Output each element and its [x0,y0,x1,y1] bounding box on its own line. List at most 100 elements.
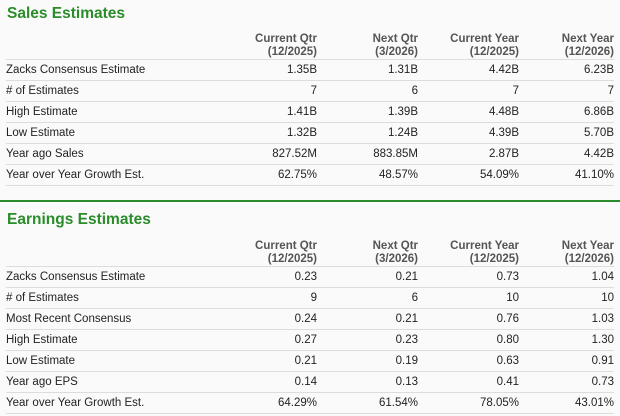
cell-value: 1.41B [217,101,317,123]
table-header-row: Current Qtr (12/2025) Next Qtr (3/2026) Curr… [6,238,614,267]
column-header: Next Qtr (3/2026) [317,238,418,267]
cell-value: 5.70B [519,122,614,144]
cell-value: 1.39B [317,101,418,123]
earnings-estimates-table: Current Qtr (12/2025) Next Qtr (3/2026) Curr… [6,238,614,414]
cell-value: 0.19 [317,350,418,372]
cell-value: 4.42B [519,143,614,165]
table-row: Zacks Consensus Estimate 0.23 0.21 0.73 1.04 [6,266,614,288]
cell-value: 4.42B [418,59,519,81]
cell-value: 0.21 [317,266,418,288]
row-label: Low Estimate [6,350,217,372]
cell-value: 7 [217,80,317,102]
cell-value: 827.52M [217,143,317,165]
row-label: Year ago Sales [6,143,217,165]
cell-value: 1.24B [317,122,418,144]
column-label: Next Year [561,33,614,45]
table-row: High Estimate 1.41B 1.39B 4.48B 6.86B [6,101,614,123]
column-header: Current Year (12/2025) [418,238,519,267]
table-row: Year ago Sales 827.52M 883.85M 2.87B 4.42B [6,143,614,165]
cell-value: 0.21 [217,350,317,372]
table-row: Year over Year Growth Est. 62.75% 48.57% 54… [6,164,614,186]
cell-value: 0.73 [519,371,614,393]
row-label: High Estimate [6,329,217,351]
column-label: Next Qtr [372,33,418,45]
column-period: (12/2026) [564,253,614,265]
column-period: (12/2025) [469,253,519,265]
cell-value: 10 [519,287,614,309]
table-row: # of Estimates 9 6 10 10 [6,287,614,309]
cell-value: 2.87B [418,143,519,165]
column-header: Current Qtr (12/2025) [217,31,317,60]
cell-value: 883.85M [317,143,418,165]
cell-value: 0.24 [217,308,317,330]
row-label: Zacks Consensus Estimate [6,59,217,81]
column-label: Next Qtr [372,240,418,252]
cell-value: 0.73 [418,266,519,288]
table-row: Low Estimate 0.21 0.19 0.63 0.91 [6,350,614,372]
cell-value: 1.32B [217,122,317,144]
cell-value: 0.41 [418,371,519,393]
cell-value: 78.05% [418,392,519,414]
column-period: (12/2025) [267,253,317,265]
cell-value: 7 [418,80,519,102]
table-row: Low Estimate 1.32B 1.24B 4.39B 5.70B [6,122,614,144]
cell-value: 62.75% [217,164,317,186]
cell-value: 64.29% [217,392,317,414]
cell-value: 6.86B [519,101,614,123]
column-header: Next Qtr (3/2026) [317,31,418,60]
cell-value: 0.23 [317,329,418,351]
cell-value: 7 [519,80,614,102]
table-row: Year over Year Growth Est. 64.29% 61.54% 78… [6,392,614,414]
column-period: (3/2026) [375,253,418,265]
cell-value: 0.91 [519,350,614,372]
row-label: Zacks Consensus Estimate [6,266,217,288]
cell-value: 0.63 [418,350,519,372]
column-label: Current Qtr [255,33,317,45]
cell-value: 0.21 [317,308,418,330]
column-label: Current Year [450,33,519,45]
cell-value: 0.23 [217,266,317,288]
column-label: Current Qtr [255,240,317,252]
section-title: Sales Estimates [7,5,126,22]
table-header-row: Current Qtr (12/2025) Next Qtr (3/2026) Curr… [6,31,614,60]
column-period: (12/2025) [267,46,317,58]
row-label: Most Recent Consensus [6,308,217,330]
cell-value: 1.03 [519,308,614,330]
cell-value: 41.10% [519,164,614,186]
row-label: Year over Year Growth Est. [6,392,217,414]
cell-value: 0.14 [217,371,317,393]
column-header: Current Qtr (12/2025) [217,238,317,267]
column-period: (12/2026) [564,46,614,58]
column-label: Next Year [561,240,614,252]
table-row: Zacks Consensus Estimate 1.35B 1.31B 4.42B 6… [6,59,614,81]
column-header: Next Year (12/2026) [519,238,614,267]
column-label: Current Year [450,240,519,252]
cell-value: 1.04 [519,266,614,288]
cell-value: 1.35B [217,59,317,81]
row-label: Year over Year Growth Est. [6,164,217,186]
cell-value: 0.80 [418,329,519,351]
header-label-blank [6,31,217,60]
cell-value: 0.76 [418,308,519,330]
column-period: (12/2025) [469,46,519,58]
table-row: High Estimate 0.27 0.23 0.80 1.30 [6,329,614,351]
table-row: Year ago EPS 0.14 0.13 0.41 0.73 [6,371,614,393]
row-label: Year ago EPS [6,371,217,393]
cell-value: 10 [418,287,519,309]
column-header: Current Year (12/2025) [418,31,519,60]
cell-value: 54.09% [418,164,519,186]
cell-value: 6 [317,287,418,309]
row-label: Low Estimate [6,122,217,144]
row-label: # of Estimates [6,287,217,309]
table-row: Most Recent Consensus 0.24 0.21 0.76 1.03 [6,308,614,330]
row-label: # of Estimates [6,80,217,102]
section-divider [0,200,620,202]
cell-value: 0.13 [317,371,418,393]
row-label: High Estimate [6,101,217,123]
cell-value: 48.57% [317,164,418,186]
cell-value: 61.54% [317,392,418,414]
header-label-blank [6,238,217,267]
cell-value: 1.30 [519,329,614,351]
table-row: # of Estimates 7 6 7 7 [6,80,614,102]
sales-estimates-table: Current Qtr (12/2025) Next Qtr (3/2026) Curr… [6,31,614,186]
